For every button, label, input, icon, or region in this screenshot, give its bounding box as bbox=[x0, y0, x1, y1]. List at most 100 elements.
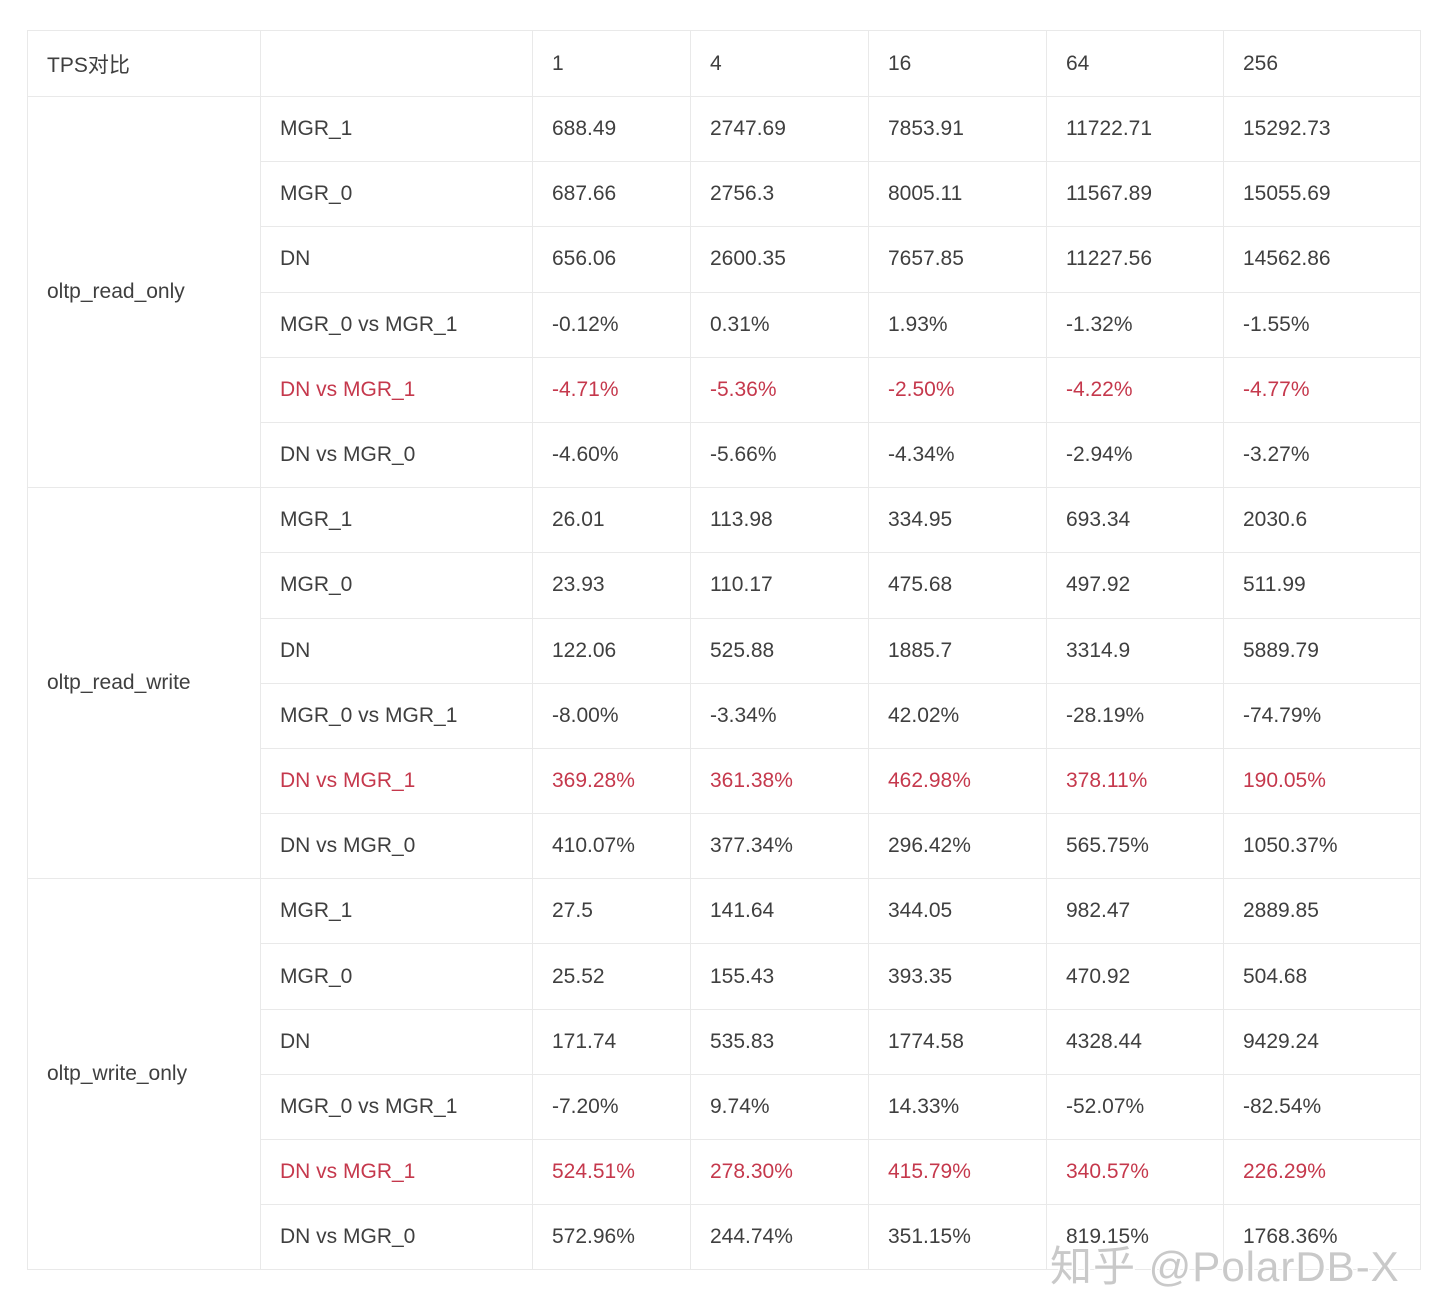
table-row-highlighted: DN vs MGR_1 -4.71% -5.36% -2.50% -4.22% … bbox=[28, 356, 1421, 423]
cell: 344.05 bbox=[868, 878, 1047, 945]
cell: 475.68 bbox=[868, 552, 1047, 619]
group-label-oltp-read-write: oltp_read_write bbox=[27, 487, 261, 880]
row-label: MGR_1 bbox=[260, 95, 533, 163]
cell: 2030.6 bbox=[1223, 487, 1421, 554]
cell: -5.36% bbox=[690, 356, 869, 423]
cell: 15292.73 bbox=[1223, 95, 1421, 163]
cell: 23.93 bbox=[532, 552, 691, 619]
cell: 511.99 bbox=[1223, 552, 1421, 619]
table-row: oltp_read_write MGR_1 26.01 113.98 334.9… bbox=[27, 487, 1421, 880]
table-row: DN 656.06 2600.35 7657.85 11227.56 14562… bbox=[28, 226, 1421, 293]
cell: 11567.89 bbox=[1046, 161, 1224, 228]
header-concurrency-256: 256 bbox=[1223, 30, 1421, 97]
table-row: MGR_0 25.52 155.43 393.35 470.92 504.68 bbox=[28, 943, 1421, 1010]
cell: 2747.69 bbox=[690, 95, 869, 163]
cell: 2889.85 bbox=[1223, 878, 1421, 945]
row-label: DN vs MGR_1 bbox=[260, 1138, 533, 1206]
header-concurrency-16: 16 bbox=[868, 30, 1047, 97]
cell: 296.42% bbox=[868, 813, 1047, 880]
table-row: DN 122.06 525.88 1885.7 3314.9 5889.79 bbox=[28, 617, 1421, 684]
row-label: MGR_0 bbox=[260, 161, 533, 228]
header-empty-cell bbox=[260, 30, 533, 97]
cell: 2600.35 bbox=[690, 226, 869, 293]
cell: 244.74% bbox=[690, 1204, 869, 1271]
row-label: DN bbox=[260, 617, 533, 684]
cell: 565.75% bbox=[1046, 813, 1224, 880]
cell: -28.19% bbox=[1046, 682, 1224, 749]
cell: 1774.58 bbox=[868, 1008, 1047, 1075]
cell: 693.34 bbox=[1046, 487, 1224, 554]
cell: 982.47 bbox=[1046, 878, 1224, 945]
cell: -52.07% bbox=[1046, 1073, 1224, 1141]
table-row: DN 171.74 535.83 1774.58 4328.44 9429.24 bbox=[28, 1008, 1421, 1075]
cell: 572.96% bbox=[532, 1204, 691, 1271]
cell: 113.98 bbox=[690, 487, 869, 554]
table-row-highlighted: DN vs MGR_1 524.51% 278.30% 415.79% 340.… bbox=[28, 1138, 1421, 1206]
cell: 1050.37% bbox=[1223, 813, 1421, 880]
row-label: DN vs MGR_0 bbox=[260, 421, 533, 489]
table-row: DN vs MGR_0 410.07% 377.34% 296.42% 565.… bbox=[28, 813, 1421, 880]
row-label: DN vs MGR_1 bbox=[260, 356, 533, 423]
group-label-oltp-read-only: oltp_read_only bbox=[27, 95, 261, 489]
cell: 1.93% bbox=[868, 291, 1047, 358]
table-row: oltp_read_only MGR_1 688.49 2747.69 7853… bbox=[27, 95, 1421, 489]
cell: -1.32% bbox=[1046, 291, 1224, 358]
row-label: DN vs MGR_0 bbox=[260, 813, 533, 880]
cell: -4.71% bbox=[532, 356, 691, 423]
cell: 393.35 bbox=[868, 943, 1047, 1010]
table-row: MGR_0 vs MGR_1 -7.20% 9.74% 14.33% -52.0… bbox=[28, 1073, 1421, 1141]
cell: 378.11% bbox=[1046, 747, 1224, 815]
cell: -3.34% bbox=[690, 682, 869, 749]
cell: 656.06 bbox=[532, 226, 691, 293]
cell: 7657.85 bbox=[868, 226, 1047, 293]
row-label: MGR_1 bbox=[260, 487, 533, 554]
cell: 1768.36% bbox=[1223, 1204, 1421, 1271]
cell: 11227.56 bbox=[1046, 226, 1224, 293]
cell: 2756.3 bbox=[690, 161, 869, 228]
cell: 351.15% bbox=[868, 1204, 1047, 1271]
cell: -8.00% bbox=[532, 682, 691, 749]
cell: -4.34% bbox=[868, 421, 1047, 489]
cell: 155.43 bbox=[690, 943, 869, 1010]
cell: 110.17 bbox=[690, 552, 869, 619]
cell: -1.55% bbox=[1223, 291, 1421, 358]
cell: 377.34% bbox=[690, 813, 869, 880]
row-label: MGR_0 vs MGR_1 bbox=[260, 682, 533, 749]
cell: 11722.71 bbox=[1046, 95, 1224, 163]
cell: 122.06 bbox=[532, 617, 691, 684]
cell: 525.88 bbox=[690, 617, 869, 684]
cell: 141.64 bbox=[690, 878, 869, 945]
row-label: MGR_0 bbox=[260, 943, 533, 1010]
cell: 369.28% bbox=[532, 747, 691, 815]
table-row-highlighted: DN vs MGR_1 369.28% 361.38% 462.98% 378.… bbox=[28, 747, 1421, 815]
cell: 42.02% bbox=[868, 682, 1047, 749]
table-row: DN vs MGR_0 -4.60% -5.66% -4.34% -2.94% … bbox=[28, 421, 1421, 489]
table-row: DN vs MGR_0 572.96% 244.74% 351.15% 819.… bbox=[28, 1204, 1421, 1271]
row-label: MGR_0 bbox=[260, 552, 533, 619]
table-row: MGR_0 vs MGR_1 -0.12% 0.31% 1.93% -1.32%… bbox=[28, 291, 1421, 358]
cell: -4.22% bbox=[1046, 356, 1224, 423]
cell: 819.15% bbox=[1046, 1204, 1224, 1271]
cell: 1885.7 bbox=[868, 617, 1047, 684]
table-title: TPS对比 bbox=[27, 30, 261, 97]
cell: 8005.11 bbox=[868, 161, 1047, 228]
cell: 524.51% bbox=[532, 1138, 691, 1206]
cell: 171.74 bbox=[532, 1008, 691, 1075]
cell: 4328.44 bbox=[1046, 1008, 1224, 1075]
cell: 0.31% bbox=[690, 291, 869, 358]
cell: -2.94% bbox=[1046, 421, 1224, 489]
cell: 25.52 bbox=[532, 943, 691, 1010]
row-label: MGR_1 bbox=[260, 878, 533, 945]
cell: 27.5 bbox=[532, 878, 691, 945]
cell: 9.74% bbox=[690, 1073, 869, 1141]
cell: 226.29% bbox=[1223, 1138, 1421, 1206]
cell: -3.27% bbox=[1223, 421, 1421, 489]
cell: 278.30% bbox=[690, 1138, 869, 1206]
cell: 3314.9 bbox=[1046, 617, 1224, 684]
cell: 361.38% bbox=[690, 747, 869, 815]
cell: 190.05% bbox=[1223, 747, 1421, 815]
cell: 15055.69 bbox=[1223, 161, 1421, 228]
cell: 5889.79 bbox=[1223, 617, 1421, 684]
header-row: TPS对比 1 4 16 64 256 bbox=[27, 30, 1421, 97]
